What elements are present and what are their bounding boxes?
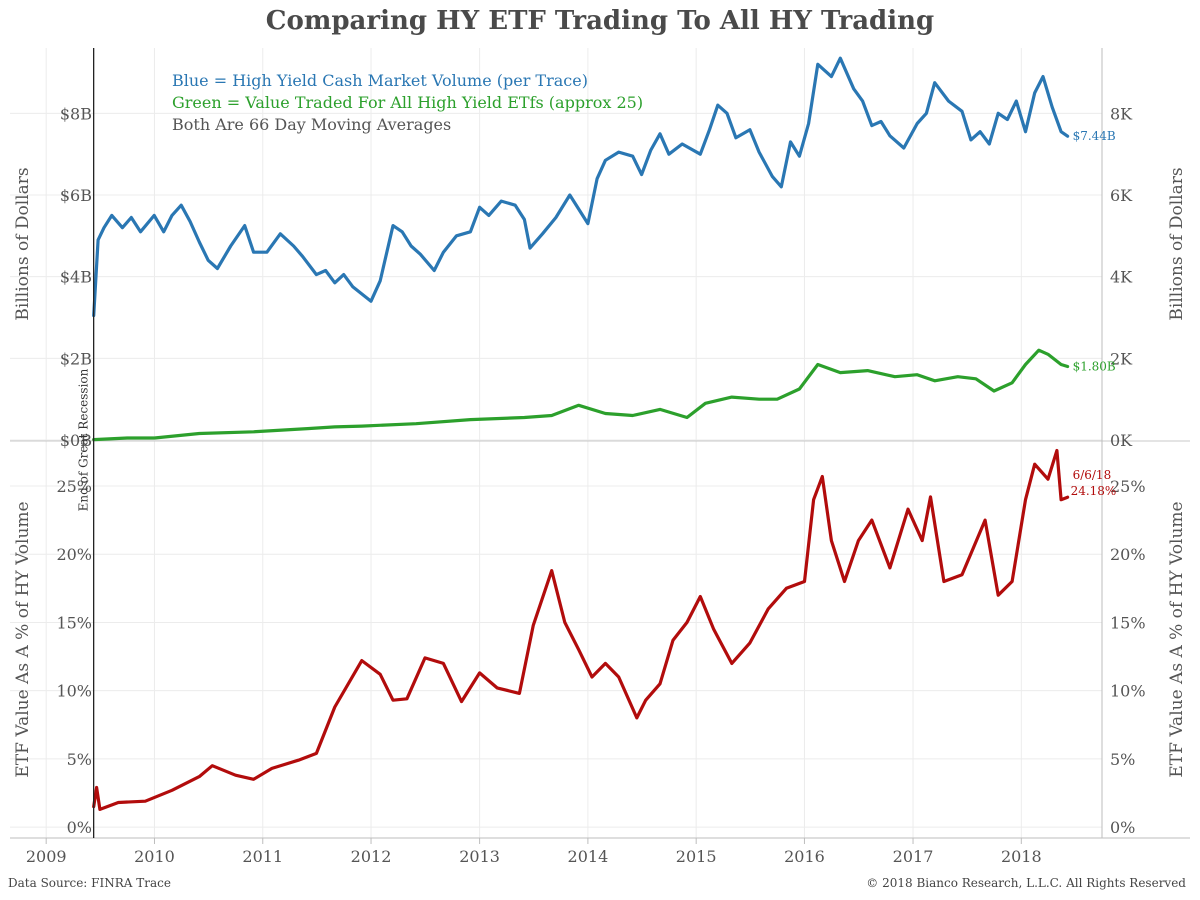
y-tick-label-right: 15% [1110,613,1146,632]
legend-entry: Both Are 66 Day Moving Averages [172,115,451,134]
y-tick-label-left: 15% [56,613,92,632]
y-tick-label-right: 0K [1110,431,1133,450]
axes-layer [10,48,1190,839]
data-source-note: Data Source: FINRA Trace [8,876,171,890]
series-end-label: $1.80B [1073,360,1116,374]
y-tick-label-left: $6B [60,186,92,205]
series-layer [92,56,1070,811]
x-tick-label: 2018 [1001,847,1042,866]
x-tick-label: 2015 [676,847,717,866]
y-axis-title-left: Billions of Dollars [13,167,33,320]
x-tick-label: 2016 [784,847,825,866]
x-tick-label: 2011 [242,847,283,866]
y-tick-label-right: 0% [1110,818,1135,837]
y-tick-label-right: 4K [1110,268,1133,287]
label-layer: $7.44B $1.80B Blue = High Yield Cash Marke… [77,48,1117,838]
y-tick-label-right: 25% [1110,477,1146,496]
y-tick-label-right: 10% [1110,682,1146,701]
x-tick-label: 2017 [893,847,934,866]
legend-entry: Blue = High Yield Cash Market Volume (pe… [172,71,588,90]
y-tick-label-left: 5% [67,750,92,769]
y-tick-label-left: $4B [60,268,92,287]
y-tick-label-left: $2B [60,349,92,368]
y-tick-label-right: 5% [1110,750,1135,769]
series-end-value-label: 24.18% [1071,484,1117,498]
y-axis-title-right: Billions of Dollars [1167,167,1187,320]
y-axis-title-left: ETF Value As A % of HY Volume [13,501,33,777]
series-line [92,56,1070,318]
copyright-note: © 2018 Bianco Research, L.L.C. All Right… [866,876,1186,890]
y-axis-title-right: ETF Value As A % of HY Volume [1167,501,1187,777]
y-tick-label-left: 25% [56,477,92,496]
y-tick-label-right: 8K [1110,104,1133,123]
series-line [92,348,1070,442]
grid-layer [10,48,1102,838]
ticks-layer: 2009 2010 2011 2012 2013 2014 2015 2016 2017 2018… [13,104,1187,866]
y-tick-label-right: 20% [1110,545,1146,564]
x-tick-label: 2012 [351,847,392,866]
y-tick-label-left: $8B [60,104,92,123]
y-tick-label-left: 10% [56,682,92,701]
y-tick-label-right: 2K [1110,349,1133,368]
x-tick-label: 2010 [134,847,175,866]
chart-title: Comparing HY ETF Trading To All HY Tradi… [265,6,935,36]
x-tick-label: 2009 [26,847,67,866]
series-line [92,448,1070,811]
series-end-date-label: 6/6/18 [1073,468,1112,482]
recession-marker-label: End of Great Recession [77,368,91,511]
y-tick-label-left: $0B [60,431,92,450]
x-tick-label: 2014 [568,847,609,866]
y-tick-label-left: 0% [67,818,92,837]
y-tick-label-left: 20% [56,545,92,564]
series-end-label: $7.44B [1073,129,1116,143]
legend-entry: Green = Value Traded For All High Yield … [172,93,643,112]
y-tick-label-right: 6K [1110,186,1133,205]
x-tick-label: 2013 [459,847,500,866]
